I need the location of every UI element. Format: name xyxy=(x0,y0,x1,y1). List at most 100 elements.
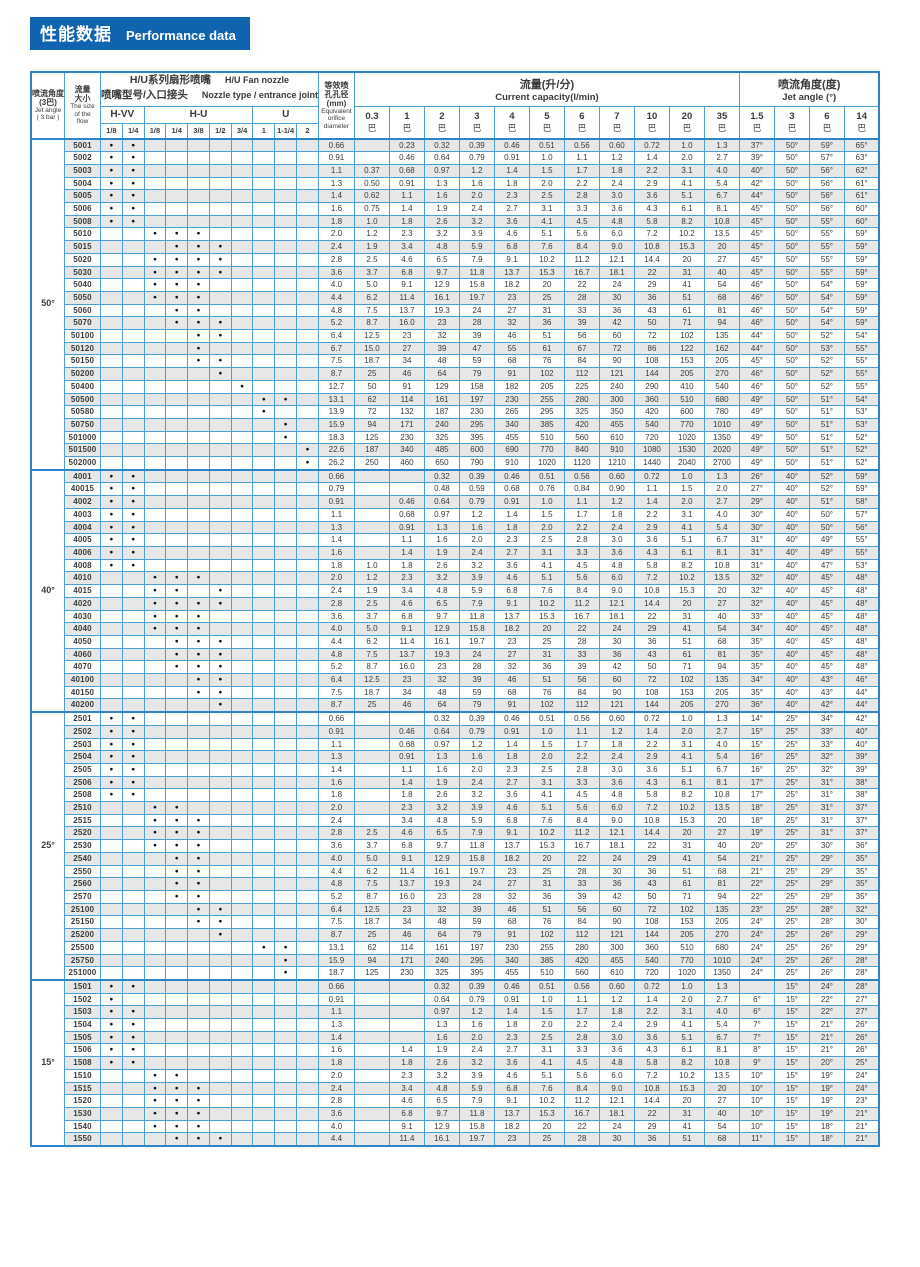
empty-dot-cell xyxy=(296,813,319,828)
flow-cell: 1.8 xyxy=(598,163,635,178)
flow-cell: 1.0 xyxy=(528,495,565,509)
empty-dot-cell xyxy=(187,698,210,713)
flow-cell: 36 xyxy=(598,647,635,662)
flow-cell: 0.46 xyxy=(388,151,425,165)
empty-dot-cell xyxy=(252,673,276,687)
availability-dot-cell: ● xyxy=(100,737,123,752)
flow-cell: 10.2 xyxy=(668,227,705,242)
table-row: 4020 ● ● ● ● 2.8 2.5 4.6 6.5 7.9 9.1 10.2 11.2 12.1 14… xyxy=(31,596,880,611)
flow-cell: 6.1 xyxy=(668,775,705,790)
flow-cell: 4.6 xyxy=(388,826,425,841)
model-cell: 2504 xyxy=(64,750,101,764)
flow-cell: 1.3 xyxy=(423,750,460,764)
availability-dot-cell: ● xyxy=(187,341,210,356)
model-cell: 1502 xyxy=(64,992,101,1007)
flow-cell: 42 xyxy=(598,316,635,331)
angle-cell: 55° xyxy=(808,214,845,229)
flow-cell: 10.2 xyxy=(528,596,565,611)
angle-cell: 26° xyxy=(738,468,775,484)
flow-cell: 48 xyxy=(423,915,460,930)
empty-dot-cell xyxy=(143,520,167,535)
pressure-unit: 巴 xyxy=(472,123,482,133)
flow-cell: 18.1 xyxy=(598,839,635,853)
model-cell: 40015 xyxy=(64,482,101,497)
empty-dot-cell xyxy=(274,660,298,675)
flow-cell: 4.5 xyxy=(563,558,600,573)
flow-cell: 1.5 xyxy=(528,507,565,522)
empty-dot-cell xyxy=(296,417,319,432)
flow-cell: 32 xyxy=(493,889,530,904)
flow-cell xyxy=(353,1043,390,1058)
empty-dot-cell xyxy=(296,252,319,267)
empty-dot-cell xyxy=(230,801,254,815)
nozzle-type-header: H-VV xyxy=(100,105,145,124)
flow-cell: 0.56 xyxy=(563,978,600,994)
flow-cell: 11.8 xyxy=(458,265,495,280)
flow-cell: 8.4 xyxy=(563,584,600,598)
flow-cell: 12.5 xyxy=(353,902,390,917)
empty-dot-cell xyxy=(100,685,123,700)
availability-dot-cell: ● xyxy=(100,978,123,994)
flow-cell: 3.2 xyxy=(423,227,460,242)
availability-dot-cell: ● xyxy=(143,1119,167,1134)
flow-cell: 4.3 xyxy=(633,775,670,790)
flow-cell: 121 xyxy=(598,367,635,381)
flow-cell: 4.1 xyxy=(668,520,705,535)
flow-cell: 13.5 xyxy=(703,801,740,815)
pressure-value: 20 xyxy=(681,111,693,122)
model-cell: 50580 xyxy=(64,405,101,419)
empty-dot-cell xyxy=(121,240,145,254)
empty-dot-cell xyxy=(100,443,123,458)
flow-cell: 2.0 xyxy=(668,724,705,739)
flow-cell: 18.7 xyxy=(353,915,390,930)
empty-dot-cell xyxy=(187,558,210,573)
angle-cell: 24° xyxy=(843,1068,880,1083)
empty-dot-cell xyxy=(252,151,276,165)
empty-dot-cell xyxy=(143,1005,167,1020)
empty-dot-cell xyxy=(274,151,298,165)
flow-cell: 48 xyxy=(423,685,460,700)
pressure-unit: 巴 xyxy=(507,123,517,133)
model-cell: 2506 xyxy=(64,775,101,790)
empty-dot-cell xyxy=(274,468,298,484)
flow-cell: 0.68 xyxy=(493,482,530,497)
nozzle-type-group-header: H/U系列扇形喷嘴 H/U Fan nozzle 喷嘴型号/入口接头 Nozzle t… xyxy=(100,71,319,107)
orifice-column-header: 等效喷 孔孔径 (mm) Equivalent orifice diameter xyxy=(317,71,355,139)
flow-cell: 20 xyxy=(528,851,565,866)
header-line: 喷流角度 xyxy=(32,88,64,98)
empty-dot-cell xyxy=(230,978,254,994)
angle-cell: 39° xyxy=(843,762,880,777)
angle-cell: 53° xyxy=(843,558,880,573)
empty-dot-cell xyxy=(187,456,210,471)
empty-dot-cell xyxy=(143,992,167,1007)
flow-cell: 240 xyxy=(598,379,635,394)
orifice-cell: 6.4 xyxy=(317,902,355,917)
angle-cell: 40° xyxy=(738,163,775,178)
table-row: 2520 ● ● ● 2.8 2.5 4.6 6.5 7.9 9.1 10.2 11.2 12.1 14.… xyxy=(31,826,880,841)
pressure-header: 10 巴 xyxy=(633,105,670,139)
empty-dot-cell xyxy=(165,762,189,777)
flow-cell: 4.0 xyxy=(703,507,740,522)
flow-cell: 7.6 xyxy=(528,1081,565,1096)
table-row: 501500 ● 22.6 187 340 485 600 690 770 840 910 1080 1… xyxy=(31,443,880,458)
availability-dot-cell: ● xyxy=(187,1106,210,1121)
flow-cell xyxy=(353,775,390,790)
flow-cell: 540 xyxy=(633,417,670,432)
empty-dot-cell xyxy=(121,417,145,432)
flow-cell: 54 xyxy=(703,851,740,866)
empty-dot-cell xyxy=(165,953,189,968)
empty-dot-cell xyxy=(100,1106,123,1121)
flow-cell: 16.0 xyxy=(388,889,425,904)
model-cell: 5030 xyxy=(64,265,101,280)
header-line: The size xyxy=(70,103,95,110)
empty-dot-cell xyxy=(230,992,254,1007)
empty-dot-cell xyxy=(230,430,254,445)
empty-dot-cell xyxy=(208,826,232,841)
flow-cell xyxy=(353,507,390,522)
flow-cell: 81 xyxy=(703,303,740,318)
empty-dot-cell xyxy=(252,801,276,815)
flow-cell: 5.9 xyxy=(458,240,495,254)
orifice-cell: 22.6 xyxy=(317,443,355,458)
flow-cell: 770 xyxy=(528,443,565,458)
angle-cell: 6° xyxy=(738,992,775,1007)
